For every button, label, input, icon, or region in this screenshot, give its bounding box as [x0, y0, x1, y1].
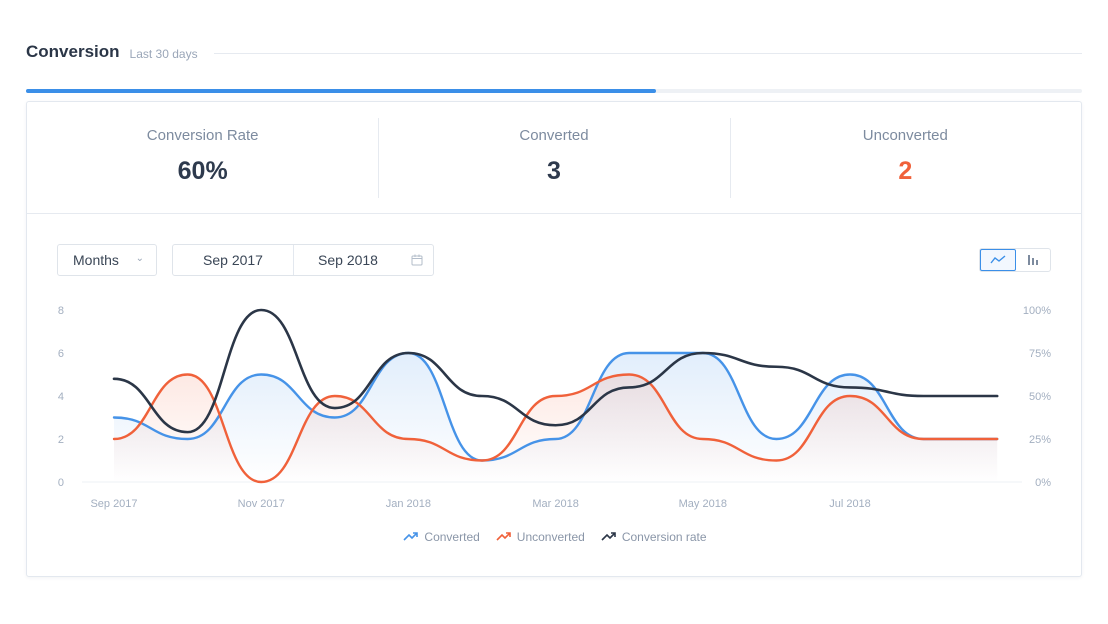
section-header: Conversion Last 30 days [26, 40, 1082, 64]
header-divider [213, 52, 1082, 54]
x-tick-label: May 2018 [679, 498, 727, 510]
progress-fill [26, 89, 657, 93]
y-left-tick-label: 0 [58, 477, 64, 489]
stat-label: Conversion Rate [146, 127, 259, 144]
series-area-unconverted [114, 374, 998, 482]
y-left-tick-label: 8 [58, 305, 64, 317]
stats-row: Conversion Rate 60% Converted 3 Unconver… [27, 102, 1081, 214]
x-tick-label: Jan 2018 [386, 498, 431, 510]
period-dropdown[interactable]: Months ⌄ [57, 244, 157, 276]
legend-item-converted[interactable]: Converted [403, 530, 480, 544]
stat-conversion-rate: Conversion Rate 60% [27, 102, 378, 213]
y-left-tick-label: 4 [58, 391, 64, 403]
legend-item-conversion-rate[interactable]: Conversion rate [601, 530, 707, 544]
section-title: Conversion [26, 42, 120, 61]
stat-label: Converted [519, 127, 589, 144]
trend-icon [403, 532, 419, 541]
y-left-tick-label: 6 [58, 348, 64, 360]
trend-icon [496, 532, 511, 541]
legend-label: Unconverted [516, 530, 585, 544]
series-line-conversion-rate [112, 308, 999, 434]
bar-chart-button[interactable] [1016, 249, 1050, 271]
date-to-field[interactable]: Sep 2018 [318, 252, 378, 268]
x-tick-label: Sep 2017 [90, 498, 137, 510]
legend-label: Converted [424, 530, 480, 544]
date-range-picker[interactable]: Sep 2017 Sep 2018 [172, 244, 434, 276]
progress-bar [26, 89, 1082, 93]
x-tick-label: Nov 2017 [238, 498, 285, 510]
y-left-tick-label: 2 [58, 434, 64, 446]
x-tick-label: Jul 2018 [829, 498, 871, 510]
date-from-field[interactable]: Sep 2017 [173, 245, 294, 275]
stat-converted: Converted 3 [378, 102, 729, 213]
trend-icon [601, 532, 616, 541]
bar-chart-icon [1028, 255, 1038, 265]
y-right-tick-label: 75% [1029, 348, 1051, 360]
stat-value: 2 [898, 157, 913, 185]
section-subtitle: Last 30 days [129, 46, 198, 61]
line-chart-icon [990, 255, 1006, 264]
legend-label: Conversion rate [621, 530, 707, 544]
y-right-tick-label: 0% [1035, 477, 1051, 489]
chart-controls: Months ⌄ Sep 2017 Sep 2018 [57, 244, 1051, 276]
line-chart-button[interactable] [980, 249, 1016, 271]
conversion-chart: 0 2 4 6 8 0% 25% 50% 75% 100% Sep 2017 Nov 2017 Jan … [58, 305, 1051, 510]
stat-value: 3 [547, 157, 561, 185]
stat-label: Unconverted [862, 127, 948, 144]
legend-item-unconverted[interactable]: Unconverted [496, 530, 585, 544]
calendar-icon[interactable] [402, 254, 432, 266]
series-line-unconverted [112, 373, 999, 484]
period-dropdown-value: Months [73, 252, 119, 268]
chart-legend: Converted Unconverted Conversion rate [27, 530, 1083, 544]
chevron-down-icon: ⌄ [135, 253, 144, 264]
chart-type-toggle [979, 248, 1051, 272]
stat-unconverted: Unconverted 2 [729, 102, 1081, 213]
y-right-tick-label: 25% [1029, 434, 1051, 446]
y-right-tick-label: 50% [1029, 391, 1051, 403]
stat-value: 60% [177, 157, 228, 185]
conversion-card: Conversion Rate 60% Converted 3 Unconver… [26, 101, 1082, 577]
x-tick-label: Mar 2018 [532, 498, 578, 510]
series-line-converted [112, 351, 999, 462]
y-right-tick-label: 100% [1023, 305, 1051, 317]
